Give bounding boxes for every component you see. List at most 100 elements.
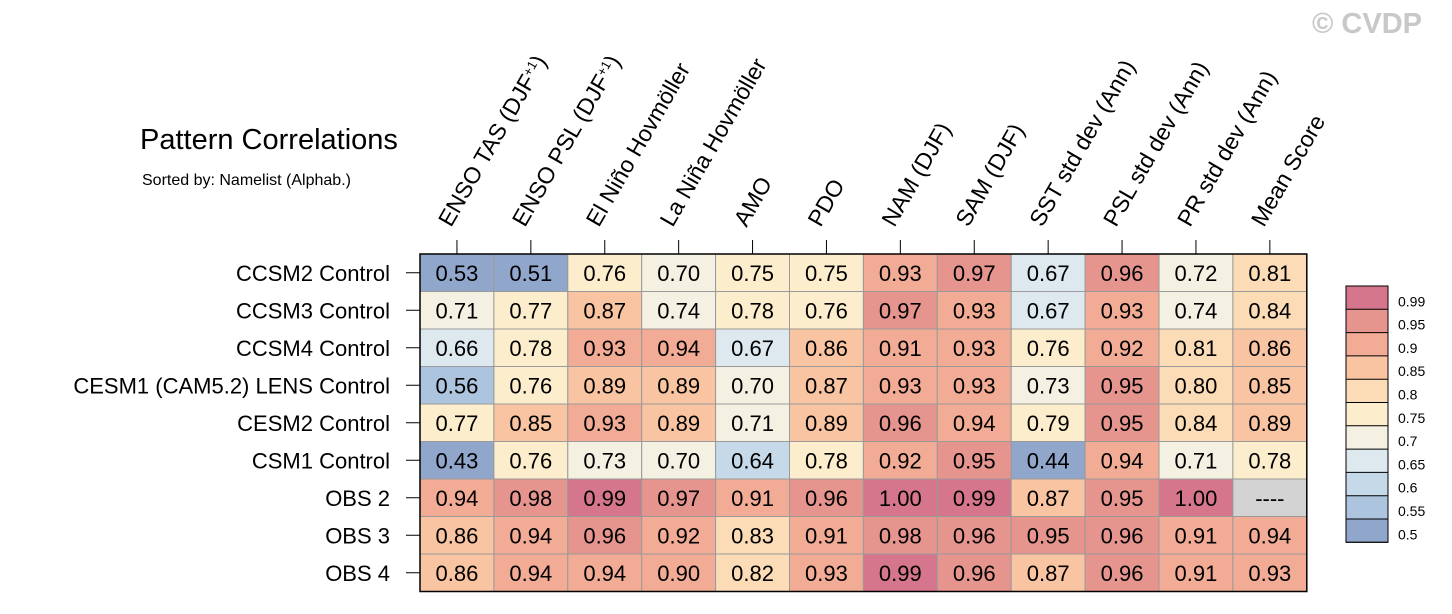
cell-value-label: 1.00 — [879, 486, 922, 511]
cell-value-label: 0.97 — [953, 261, 996, 286]
cell-value-label: 0.90 — [657, 561, 700, 586]
cell-value-label: 0.66 — [436, 336, 479, 361]
colorbar-label: 0.65 — [1398, 456, 1425, 472]
heatmap-cell — [1232, 328, 1308, 367]
cell-value-label: 0.93 — [879, 373, 922, 398]
heatmap-cell — [493, 291, 569, 330]
row-label: CCSM2 Control — [236, 261, 390, 286]
colorbar-swatch — [1346, 286, 1388, 310]
cell-value-label: 0.76 — [1027, 336, 1070, 361]
cell-value-label: 0.93 — [953, 373, 996, 398]
cell-value-label: 0.93 — [583, 411, 626, 436]
heatmap-cell — [1158, 553, 1234, 592]
cell-value-label: 0.76 — [583, 261, 626, 286]
cell-value-label: 0.96 — [1101, 523, 1144, 548]
colorbar-swatch — [1346, 402, 1388, 426]
cell-value-label: 0.84 — [1248, 298, 1291, 323]
row-label: CCSM4 Control — [236, 336, 390, 361]
cell-value-label: 0.67 — [1027, 298, 1070, 323]
heatmap-cell — [1158, 478, 1234, 517]
cell-value-label: 0.95 — [1027, 523, 1070, 548]
cell-value-label: ---- — [1255, 486, 1284, 511]
cell-value-label: 0.78 — [1248, 448, 1291, 473]
cell-value-label: 0.92 — [1101, 336, 1144, 361]
cell-value-label: 0.89 — [657, 411, 700, 436]
heatmap-cell — [493, 441, 569, 480]
cell-value-label: 0.64 — [731, 448, 774, 473]
heatmap-cell — [1084, 291, 1160, 330]
row-label: CESM1 (CAM5.2) LENS Control — [73, 373, 390, 398]
cell-value-label: 0.97 — [879, 298, 922, 323]
row-label: CSM1 Control — [252, 448, 390, 473]
subtitle: Sorted by: Namelist (Alphab.) — [142, 172, 351, 189]
cell-value-label: 0.93 — [1248, 561, 1291, 586]
heatmap-cell — [567, 291, 643, 330]
heatmap-cell — [641, 366, 717, 405]
heatmap-cell — [1158, 516, 1234, 555]
colorbar: 0.99 0.95 0.9 0.85 0.8 0.75 0.7 0.65 0.6 0.55 0.5 — [1345, 285, 1425, 543]
heatmap-cell — [715, 366, 790, 405]
column-label: NAM (DJF) — [876, 118, 956, 231]
cell-value-label: 0.96 — [805, 486, 848, 511]
heatmap-cell — [419, 516, 495, 555]
heatmap-cell — [567, 366, 643, 405]
cell-value-label: 0.78 — [731, 298, 774, 323]
colorbar-swatch — [1346, 519, 1388, 543]
cell-value-label: 0.96 — [583, 523, 626, 548]
cell-value-label: 0.93 — [1101, 298, 1144, 323]
cell-value-label: 0.81 — [1248, 261, 1291, 286]
cell-value-label: 0.94 — [1248, 523, 1291, 548]
heatmap-cell — [493, 516, 569, 555]
cell-value-label: 0.81 — [1175, 336, 1218, 361]
heatmap-cell — [641, 291, 717, 330]
cell-value-label: 0.96 — [1101, 261, 1144, 286]
heatmap-cell — [715, 291, 790, 330]
cell-value-label: 0.93 — [583, 336, 626, 361]
heatmap-cell — [936, 403, 1012, 442]
column-label: Mean Score — [1246, 110, 1331, 230]
cell-value-label: 0.71 — [731, 411, 774, 436]
column-label: PDO — [802, 174, 849, 230]
colorbar-label: 0.95 — [1398, 317, 1425, 333]
heatmap-cell — [1084, 478, 1160, 517]
cell-value-label: 0.93 — [879, 261, 922, 286]
colorbar-swatch — [1346, 332, 1388, 356]
row-label: OBS 4 — [325, 561, 390, 586]
cell-value-label: 0.94 — [436, 486, 479, 511]
cell-value-label: 0.76 — [509, 373, 552, 398]
cell-value-label: 0.72 — [1175, 261, 1218, 286]
cell-value-label: 0.94 — [953, 411, 996, 436]
heatmap-cell — [641, 553, 717, 592]
cell-value-label: 0.71 — [1175, 448, 1218, 473]
heatmap-cell — [1010, 291, 1086, 330]
heatmap-cell — [789, 253, 864, 292]
heatmap-cell — [715, 403, 790, 442]
heatmap-cell — [789, 553, 864, 592]
colorbar-swatch — [1346, 379, 1388, 403]
cell-value-label: 0.73 — [583, 448, 626, 473]
cell-value-label: 0.96 — [953, 523, 996, 548]
heatmap-cell — [936, 291, 1012, 330]
cell-value-label: 0.87 — [1027, 486, 1070, 511]
heatmap-cell — [567, 253, 643, 292]
cell-value-label: 0.78 — [509, 336, 552, 361]
cell-value-label: 0.51 — [509, 261, 552, 286]
heatmap-cell — [715, 478, 790, 517]
cell-value-label: 0.99 — [583, 486, 626, 511]
page-title: Pattern Correlations — [140, 124, 398, 156]
heatmap-cell — [862, 366, 938, 405]
cell-value-label: 0.77 — [509, 298, 552, 323]
colorbar-swatch — [1346, 495, 1388, 519]
cell-value-label: 0.94 — [657, 336, 700, 361]
cell-value-label: 0.91 — [731, 486, 774, 511]
cell-value-label: 0.70 — [657, 448, 700, 473]
heatmap-cell — [493, 253, 569, 292]
heatmap-cell — [862, 403, 938, 442]
cell-value-label: 1.00 — [1175, 486, 1218, 511]
heatmap-cell — [1084, 366, 1160, 405]
cell-value-label: 0.71 — [436, 298, 479, 323]
row-labels: CCSM2 Control CCSM3 Control CCSM4 Control C… — [73, 261, 420, 586]
heatmap-cell — [419, 478, 495, 517]
cell-value-label: 0.89 — [1248, 411, 1291, 436]
colorbar-label: 0.7 — [1398, 433, 1418, 449]
